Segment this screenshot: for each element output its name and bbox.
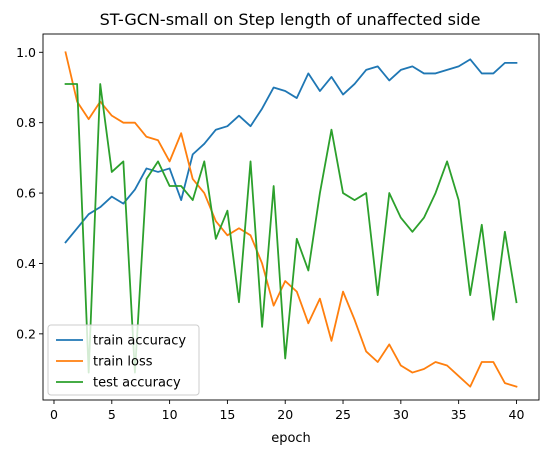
x-tick-label: 35 [451, 407, 467, 422]
legend-box [47, 324, 200, 396]
series-line-train-accuracy [64, 58, 518, 244]
y-axis: 0.2 0.4 0.6 0.8 1.0 [16, 45, 43, 341]
x-tick-label: 10 [162, 407, 178, 422]
chart-title: ST-GCN-small on Step length of unaffecte… [100, 10, 481, 29]
legend-label: test accuracy [93, 376, 181, 391]
x-axis: 0 5 10 15 20 25 30 35 40 [50, 400, 524, 422]
legend-label: train accuracy [93, 334, 186, 349]
x-tick-label: 40 [509, 407, 525, 422]
legend: train accuracy train loss test accuracy [47, 324, 200, 396]
y-tick-label: 0.6 [16, 186, 36, 201]
y-tick-label: 1.0 [16, 45, 36, 60]
y-tick-label: 0.4 [16, 256, 36, 271]
series-lines [64, 51, 518, 388]
series-line-test-accuracy [64, 83, 518, 374]
plot-frame [42, 33, 540, 401]
legend-label: train loss [93, 355, 153, 370]
x-tick-label: 30 [393, 407, 409, 422]
x-tick-label: 20 [277, 407, 293, 422]
x-tick-label: 5 [108, 407, 116, 422]
x-tick-label: 0 [50, 407, 58, 422]
y-tick-label: 0.8 [16, 115, 36, 130]
y-tick-label: 0.2 [16, 326, 36, 341]
x-axis-label: epoch [271, 431, 311, 446]
x-tick-label: 15 [219, 407, 235, 422]
series-line-train-loss [64, 51, 518, 388]
x-tick-label: 25 [335, 407, 351, 422]
